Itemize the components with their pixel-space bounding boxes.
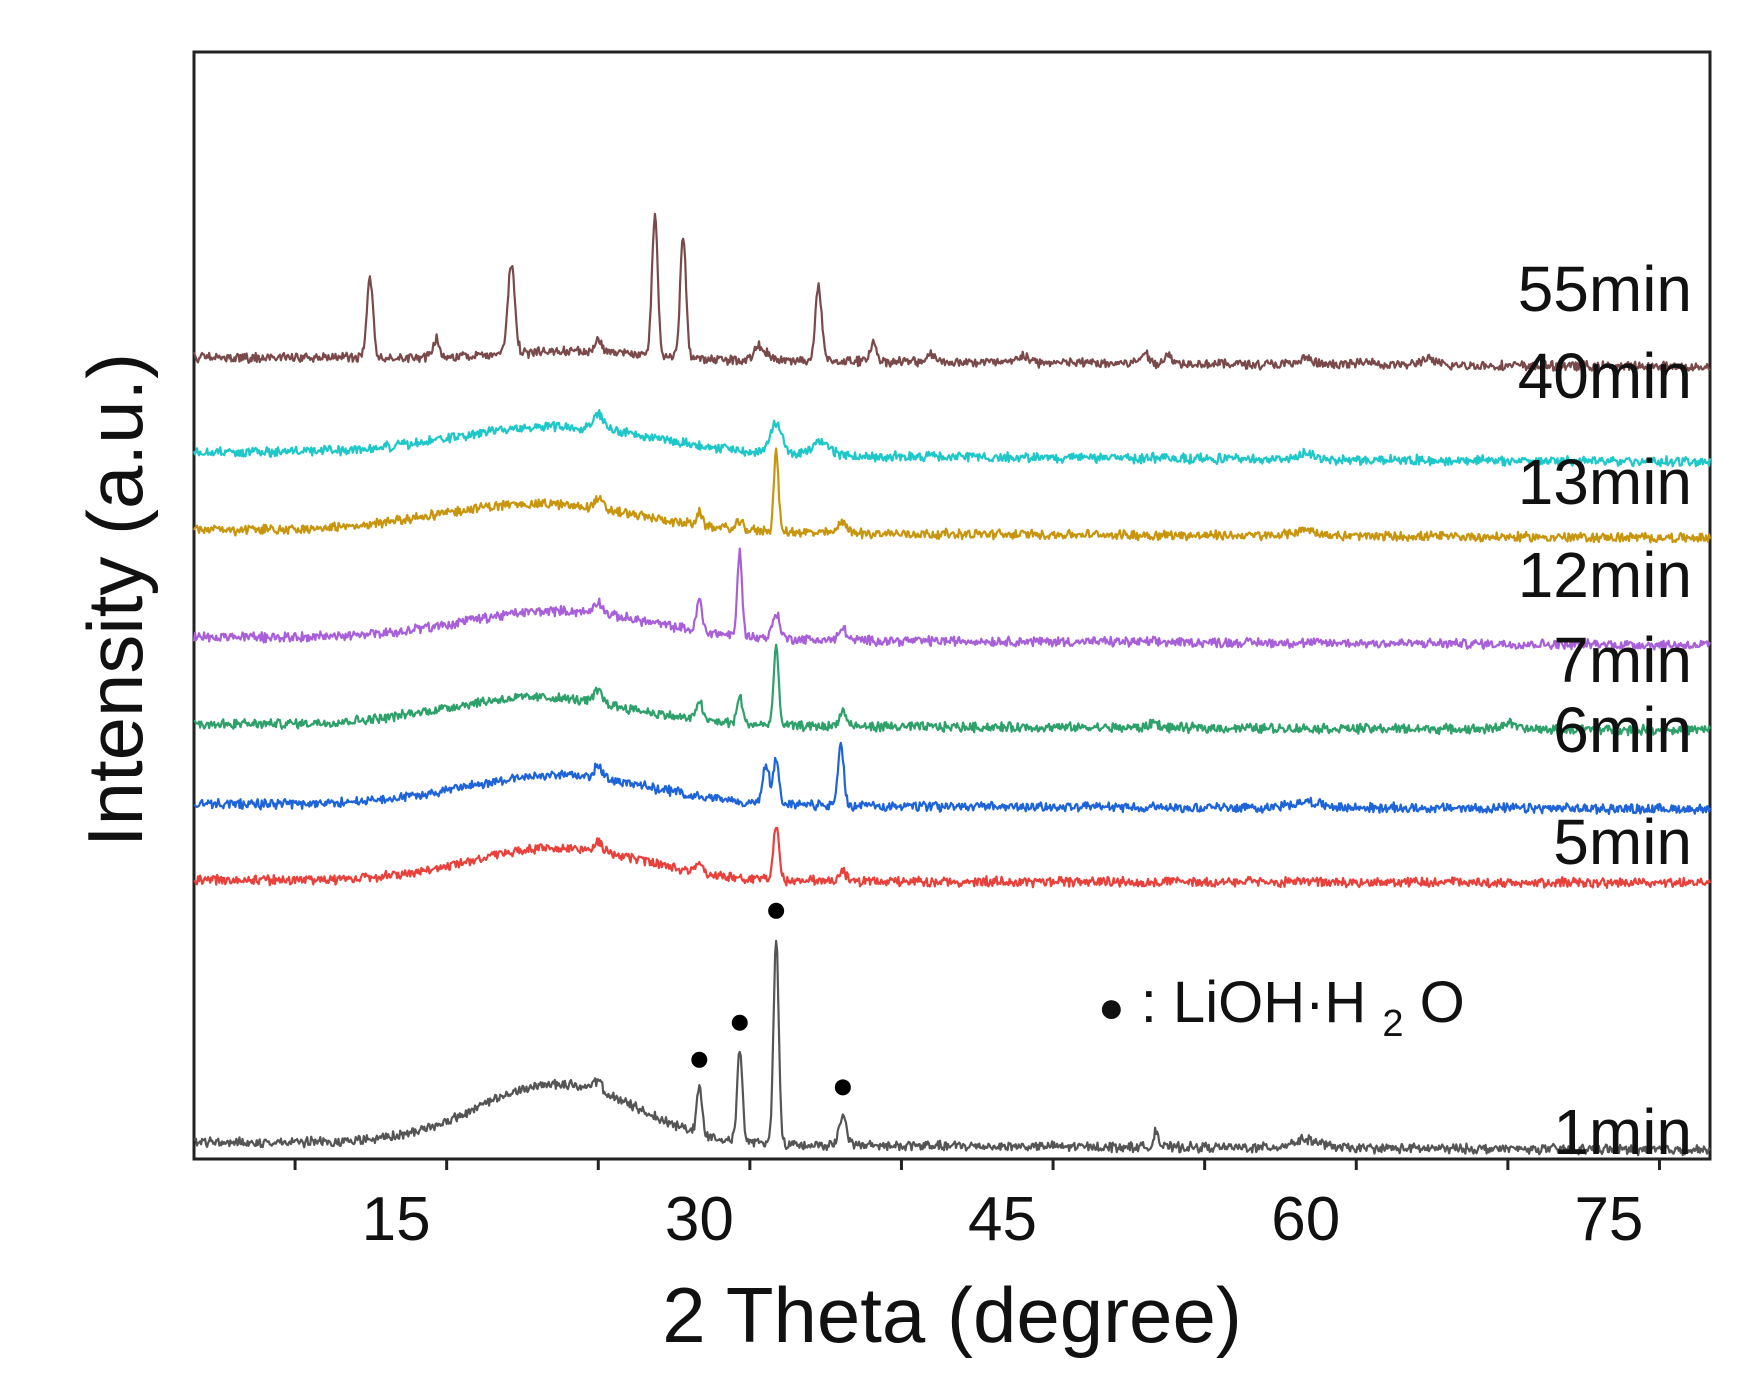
series-label-40min: 40min xyxy=(1518,340,1692,412)
y-axis-title: Intensity (a.u.) xyxy=(71,353,159,847)
legend-marker: ● xyxy=(1098,983,1125,1032)
lioh-markers xyxy=(691,902,851,1096)
lioh-marker xyxy=(768,902,785,919)
series-label-1min: 1min xyxy=(1553,1096,1692,1168)
legend-text-pre: : LiOH·H xyxy=(1141,970,1367,1035)
series-line-55min xyxy=(192,212,1711,373)
lioh-marker xyxy=(691,1051,708,1068)
x-axis-ticks: 15 30 45 60 75 xyxy=(293,1159,1661,1254)
series-line-12min xyxy=(192,547,1711,651)
legend: ● : LiOH·H 2 O xyxy=(1098,970,1465,1049)
series-line-13min xyxy=(192,447,1712,544)
series-label-6min: 6min xyxy=(1553,694,1692,766)
x-tick-label: 30 xyxy=(665,1185,734,1254)
series-label-13min: 13min xyxy=(1518,446,1692,518)
x-tick-label: 60 xyxy=(1271,1185,1340,1254)
plot-frame xyxy=(192,50,1712,1161)
x-tick-label: 15 xyxy=(362,1185,431,1254)
series-line-6min xyxy=(193,741,1712,816)
legend-text-post: O xyxy=(1420,970,1465,1035)
x-axis-title: 2 Theta (degree) xyxy=(662,1271,1242,1359)
series-layer xyxy=(192,212,1712,1157)
legend-text-sub: 2 xyxy=(1382,1003,1403,1045)
series-label-5min: 5min xyxy=(1553,806,1692,878)
series-label-12min: 12min xyxy=(1518,539,1692,611)
series-label-7min: 7min xyxy=(1553,624,1692,696)
series-line-5min xyxy=(193,826,1712,890)
lioh-marker xyxy=(731,1014,748,1031)
x-tick-label: 75 xyxy=(1574,1185,1643,1254)
lioh-marker xyxy=(834,1079,851,1096)
x-tick-label: 45 xyxy=(968,1185,1037,1254)
series-line-1min xyxy=(193,939,1711,1157)
series-line-7min xyxy=(193,643,1712,737)
svg-text:● : LiOH·H 2: ● : LiOH·H 2 O xyxy=(1098,970,1465,1049)
series-label-55min: 55min xyxy=(1518,253,1692,325)
series-line-40min xyxy=(192,409,1712,468)
